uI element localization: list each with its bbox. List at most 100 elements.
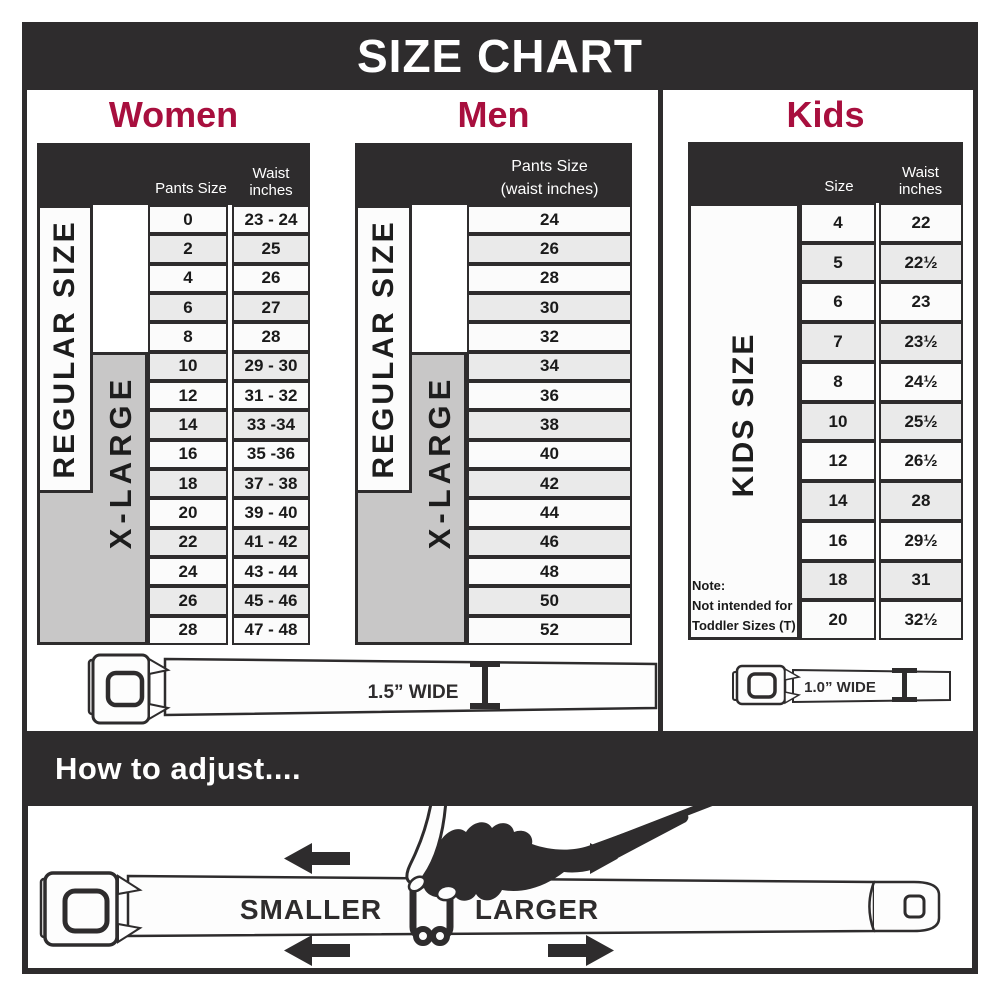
cell-waist-inches: 29 - 30 xyxy=(232,351,310,381)
table-row: 46 xyxy=(467,527,632,557)
column-header-pants-size: Pants Size xyxy=(155,180,227,197)
cell-size: 16 xyxy=(800,520,876,561)
table-row: 48 xyxy=(467,556,632,587)
arrow-left-icon xyxy=(284,843,350,874)
kids-size-box xyxy=(688,203,800,640)
cell-pants-size: 26 xyxy=(148,586,228,616)
table-row: 6 27 xyxy=(148,292,310,323)
women-xlarge-box xyxy=(93,352,148,645)
belt-width-label: 1.5” WIDE xyxy=(368,682,459,703)
larger-label: LARGER xyxy=(475,894,599,925)
cell-pants-size: 42 xyxy=(467,468,632,499)
table-row: 2 25 xyxy=(148,234,310,264)
cell-waist-inches: 39 - 40 xyxy=(232,498,310,528)
table-row: 8 28 xyxy=(148,322,310,352)
belt-buckle-icon xyxy=(87,653,171,725)
cell-pants-size: 20 xyxy=(148,498,228,528)
cell-size: 14 xyxy=(800,481,876,521)
cell-size: 6 xyxy=(800,282,876,323)
cell-pants-size: 22 xyxy=(148,527,228,557)
cell-pants-size: 48 xyxy=(467,556,632,587)
cell-pants-size: 18 xyxy=(148,468,228,499)
cell-waist-inches: 23½ xyxy=(879,322,963,362)
belt-width-label: 1.0” WIDE xyxy=(804,679,876,696)
kids-size-label: KIDS SIZE xyxy=(727,332,760,498)
table-row: 32 xyxy=(467,322,632,352)
cell-waist-inches: 27 xyxy=(232,292,310,323)
cell-waist-inches: 28 xyxy=(232,322,310,352)
table-row: 28 xyxy=(467,263,632,293)
kids-note: Note: Not intended for Toddler Sizes (T) xyxy=(692,578,796,633)
cell-pants-size: 36 xyxy=(467,380,632,411)
kids-table-header: Size Waist inches xyxy=(688,142,963,203)
adjust-section-bar: How to adjust.... xyxy=(22,737,978,800)
table-row: 20 39 - 40 xyxy=(148,498,310,528)
table-row: 30 xyxy=(467,292,632,323)
cell-waist-inches: 41 - 42 xyxy=(232,527,310,557)
cell-pants-size: 8 xyxy=(148,322,228,352)
cell-size: 10 xyxy=(800,401,876,442)
width-measure-icon xyxy=(470,661,500,709)
cell-pants-size: 46 xyxy=(467,527,632,557)
cell-pants-size: 24 xyxy=(467,205,632,235)
cell-waist-inches: 22 xyxy=(879,203,963,243)
column-header-waist: Waist inches xyxy=(249,165,293,199)
table-row: 36 xyxy=(467,380,632,411)
table-row: 24 xyxy=(467,205,632,235)
men-xlarge-label: X-LARGE xyxy=(422,374,457,550)
cell-waist-inches: 37 - 38 xyxy=(232,468,310,499)
cell-waist-inches: 33 -34 xyxy=(232,410,310,440)
cell-waist-inches: 47 - 48 xyxy=(232,615,310,645)
cell-waist-inches: 24½ xyxy=(879,361,963,402)
cell-waist-inches: 31 xyxy=(879,560,963,601)
adjust-illustration-panel: SMALLER LARGER xyxy=(22,800,978,974)
cell-waist-inches: 43 - 44 xyxy=(232,556,310,587)
cell-size: 20 xyxy=(800,600,876,641)
cell-waist-inches: 25½ xyxy=(879,401,963,442)
cell-waist-inches: 25 xyxy=(232,234,310,264)
table-row: 52 xyxy=(467,615,632,645)
cell-waist-inches: 31 - 32 xyxy=(232,380,310,411)
belt-tip xyxy=(868,880,941,933)
cell-pants-size: 14 xyxy=(148,410,228,440)
column-header-size: Size xyxy=(824,178,854,195)
table-row: 12 26½ xyxy=(800,441,963,482)
adult-belt-illustration: 1.5” WIDE xyxy=(87,653,658,725)
men-table-header: Pants Size (waist inches) xyxy=(355,143,632,205)
cell-pants-size: 0 xyxy=(148,205,228,235)
cell-size: 4 xyxy=(800,203,876,243)
cell-pants-size: 30 xyxy=(467,292,632,323)
cell-waist-inches: 35 -36 xyxy=(232,439,310,469)
smaller-label: SMALLER xyxy=(240,894,382,925)
cell-pants-size: 6 xyxy=(148,292,228,323)
cell-pants-size: 26 xyxy=(467,234,632,264)
table-row: 44 xyxy=(467,498,632,528)
table-row: 20 32½ xyxy=(800,600,963,641)
table-row: 12 31 - 32 xyxy=(148,380,310,411)
arrow-left-icon xyxy=(284,935,350,966)
women-size-table: 0 23 - 24 2 25 4 26 6 27 8 28 10 29 - 30… xyxy=(148,205,310,645)
table-row: 18 37 - 38 xyxy=(148,468,310,499)
cell-waist-inches: 26 xyxy=(232,263,310,293)
cell-pants-size: 32 xyxy=(467,322,632,352)
cell-pants-size: 4 xyxy=(148,263,228,293)
men-regular-size-label: REGULAR SIZE xyxy=(367,219,400,479)
cell-pants-size: 28 xyxy=(148,615,228,645)
table-row: 40 xyxy=(467,439,632,469)
kids-size-table: 4 22 5 22½ 6 23 7 23½ 8 24½ 10 25½ 12 26… xyxy=(800,203,963,641)
cell-pants-size: 28 xyxy=(467,263,632,293)
table-row: 7 23½ xyxy=(800,322,963,362)
women-section-heading: Women xyxy=(108,94,239,135)
cell-waist-inches: 23 - 24 xyxy=(232,205,310,235)
women-regular-size-label: REGULAR SIZE xyxy=(48,219,81,479)
men-xlarge-box-extension xyxy=(355,493,412,645)
cell-waist-inches: 29½ xyxy=(879,520,963,561)
table-row: 22 41 - 42 xyxy=(148,527,310,557)
cell-waist-inches: 22½ xyxy=(879,242,963,283)
cell-waist-inches: 23 xyxy=(879,282,963,323)
table-row: 26 45 - 46 xyxy=(148,586,310,616)
men-size-table: 24 26 28 30 32 34 36 38 40 42 44 46 48 5… xyxy=(467,205,632,645)
page-title: SIZE CHART xyxy=(357,30,643,82)
table-row: 14 33 -34 xyxy=(148,410,310,440)
